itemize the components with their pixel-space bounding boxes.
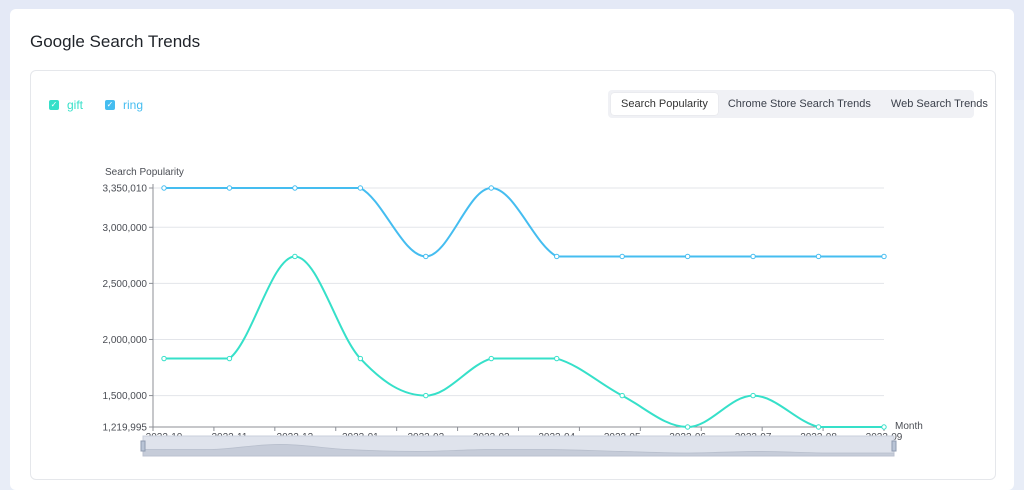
data-point-ring xyxy=(488,185,494,191)
data-point-ring xyxy=(815,253,822,260)
y-tick-label: 3,000,000 xyxy=(103,223,148,234)
checkbox-checked-icon[interactable]: ✓ xyxy=(49,100,59,110)
series-line-gift xyxy=(163,255,884,429)
x-axis-title: Month xyxy=(895,421,923,432)
data-point-ring xyxy=(684,253,691,260)
data-point-gift xyxy=(684,424,691,430)
zoom-slider-preview xyxy=(142,444,895,457)
data-point-ring xyxy=(554,253,560,260)
y-axis-title: Search Popularity xyxy=(105,167,184,178)
data-point-gift xyxy=(292,253,298,260)
data-point-gift xyxy=(750,392,756,399)
data-point-gift xyxy=(357,355,364,362)
zoom-slider-handle-left[interactable] xyxy=(140,440,146,452)
series-line-ring xyxy=(164,186,884,258)
data-point-ring xyxy=(881,253,887,260)
data-point-gift xyxy=(554,355,560,362)
chart-panel: ✓ gift ✓ ring Search Popularity Chrome S… xyxy=(30,70,996,480)
page-title: Google Search Trends xyxy=(30,32,201,51)
data-point-ring xyxy=(292,185,298,191)
y-tick-label: 1,219,995 xyxy=(103,423,148,434)
data-point-ring xyxy=(357,185,364,191)
data-point-ring xyxy=(161,185,167,191)
data-point-ring xyxy=(226,185,233,191)
y-tick-label: 3,350,010 xyxy=(103,184,148,195)
main-card: Google Search Trends ✓ gift ✓ ring Searc… xyxy=(10,9,1014,490)
data-point-gift xyxy=(881,424,887,430)
legend-item-ring[interactable]: ✓ ring xyxy=(105,98,143,112)
chart-legend: ✓ gift ✓ ring xyxy=(49,98,143,112)
tab-chrome-store-search-trends[interactable]: Chrome Store Search Trends xyxy=(727,98,871,110)
legend-item-gift[interactable]: ✓ gift xyxy=(49,98,83,112)
legend-label: gift xyxy=(67,98,84,112)
checkbox-checked-icon[interactable]: ✓ xyxy=(105,100,116,110)
legend-label: ring xyxy=(123,98,144,112)
data-point-gift xyxy=(815,424,822,430)
view-tabs: Search Popularity Chrome Store Search Tr… xyxy=(608,90,988,118)
tab-web-search-trends[interactable]: Web Search Trends xyxy=(890,98,988,110)
y-tick-label: 2,500,000 xyxy=(103,279,148,290)
data-point-gift xyxy=(226,355,233,362)
y-tick-label: 1,500,000 xyxy=(103,391,148,402)
data-point-gift xyxy=(619,392,625,399)
line-chart: 1,219,995 1,500,000 2,000,000 2,500,000 3,00… xyxy=(103,167,923,457)
data-point-gift xyxy=(423,392,429,399)
data-point-ring xyxy=(750,253,756,260)
tab-search-popularity[interactable]: Search Popularity xyxy=(611,93,718,115)
y-tick-label: 2,000,000 xyxy=(103,335,148,346)
data-point-ring xyxy=(619,253,625,260)
data-point-gift xyxy=(161,355,167,362)
data-point-ring xyxy=(423,253,429,260)
data-point-gift xyxy=(488,355,494,362)
zoom-slider-handle-right[interactable] xyxy=(891,440,897,452)
